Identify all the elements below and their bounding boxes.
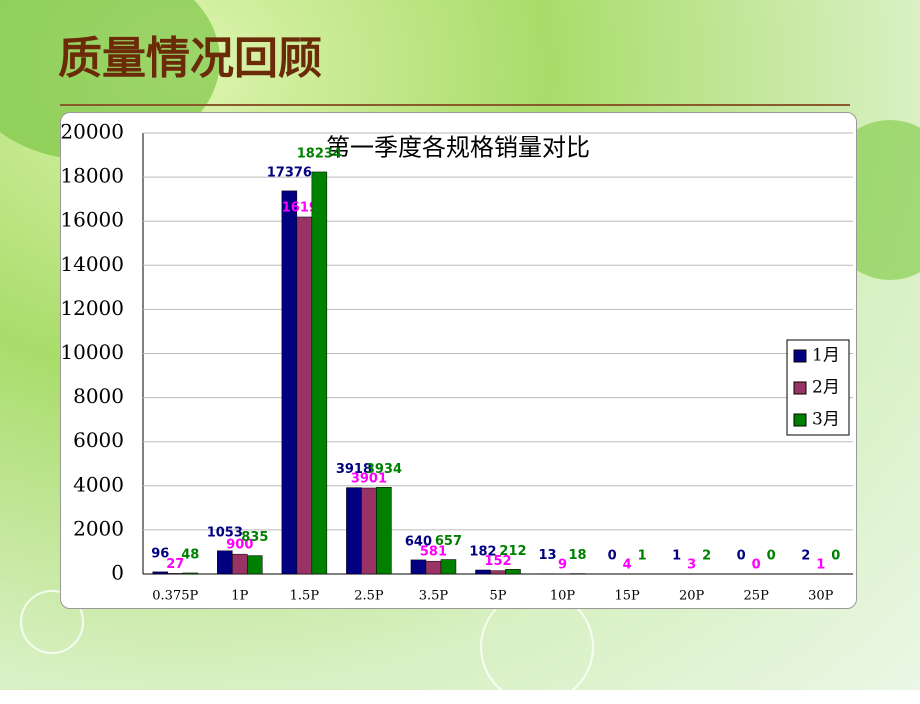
- bar: [361, 488, 376, 574]
- bar: [168, 573, 183, 574]
- value-label: 1: [672, 548, 681, 563]
- value-label: 0: [737, 549, 746, 564]
- value-label: 0: [767, 549, 776, 564]
- value-label: 48: [181, 547, 199, 562]
- value-label: 13: [538, 548, 556, 563]
- x-tick-label: 20P: [679, 589, 705, 604]
- y-tick-label: 10000: [60, 340, 124, 364]
- value-label: 17376: [267, 165, 312, 180]
- x-tick-label: 2.5P: [354, 589, 384, 604]
- bar: [247, 556, 262, 574]
- x-tick-label: 1.5P: [290, 589, 320, 604]
- bar: [297, 217, 312, 574]
- x-tick-label: 30P: [808, 589, 834, 604]
- y-tick-label: 14000: [60, 252, 124, 276]
- value-label: 9: [558, 557, 567, 572]
- value-label: 3: [687, 557, 696, 572]
- bar: [411, 560, 426, 574]
- value-label: 212: [499, 544, 526, 559]
- legend-label: 1月: [812, 346, 840, 366]
- y-tick-label: 20000: [60, 120, 124, 144]
- value-label: 657: [435, 534, 462, 549]
- x-tick-label: 10P: [550, 589, 576, 604]
- x-tick-label: 15P: [614, 589, 640, 604]
- bar: [153, 572, 168, 574]
- value-label: 2: [702, 548, 711, 563]
- value-label: 835: [241, 530, 268, 545]
- value-label: 1: [638, 548, 647, 563]
- y-tick-label: 6000: [73, 428, 124, 452]
- value-label: 0: [608, 549, 617, 564]
- value-label: 2: [801, 548, 810, 563]
- x-tick-label: 0.375P: [152, 589, 198, 604]
- legend-swatch: [794, 414, 806, 426]
- x-tick-label: 1P: [231, 589, 248, 604]
- bar: [476, 570, 491, 574]
- bar: [506, 569, 521, 574]
- y-tick-label: 18000: [60, 164, 124, 188]
- chart-title: 第一季度各规格销量对比: [326, 134, 590, 162]
- value-label: 3934: [366, 462, 402, 477]
- x-tick-label: 3.5P: [419, 589, 449, 604]
- bar: [232, 554, 247, 574]
- bar: [441, 560, 456, 574]
- value-label: 0: [831, 549, 840, 564]
- bar: [426, 561, 441, 574]
- bar: [312, 172, 327, 574]
- y-tick-label: 0: [111, 561, 124, 585]
- x-tick-label: 25P: [744, 589, 770, 604]
- x-tick-label: 5P: [489, 589, 506, 604]
- bar: [376, 487, 391, 574]
- bar: [217, 551, 232, 574]
- legend-label: 3月: [812, 410, 840, 430]
- y-tick-label: 2000: [73, 516, 124, 540]
- y-tick-label: 4000: [73, 472, 124, 496]
- bar: [346, 488, 361, 574]
- value-label: 1: [816, 557, 825, 572]
- value-label: 18234: [297, 146, 342, 161]
- legend-swatch: [794, 382, 806, 394]
- bar: [183, 573, 198, 574]
- value-label: 4: [623, 557, 632, 572]
- y-tick-label: 8000: [73, 384, 124, 408]
- bar: [282, 191, 297, 574]
- bar: [491, 571, 506, 574]
- y-tick-label: 16000: [60, 208, 124, 232]
- legend-swatch: [794, 350, 806, 362]
- y-tick-label: 12000: [60, 296, 124, 320]
- value-label: 0: [752, 558, 761, 573]
- value-label: 18: [568, 548, 586, 563]
- legend-label: 2月: [812, 378, 840, 398]
